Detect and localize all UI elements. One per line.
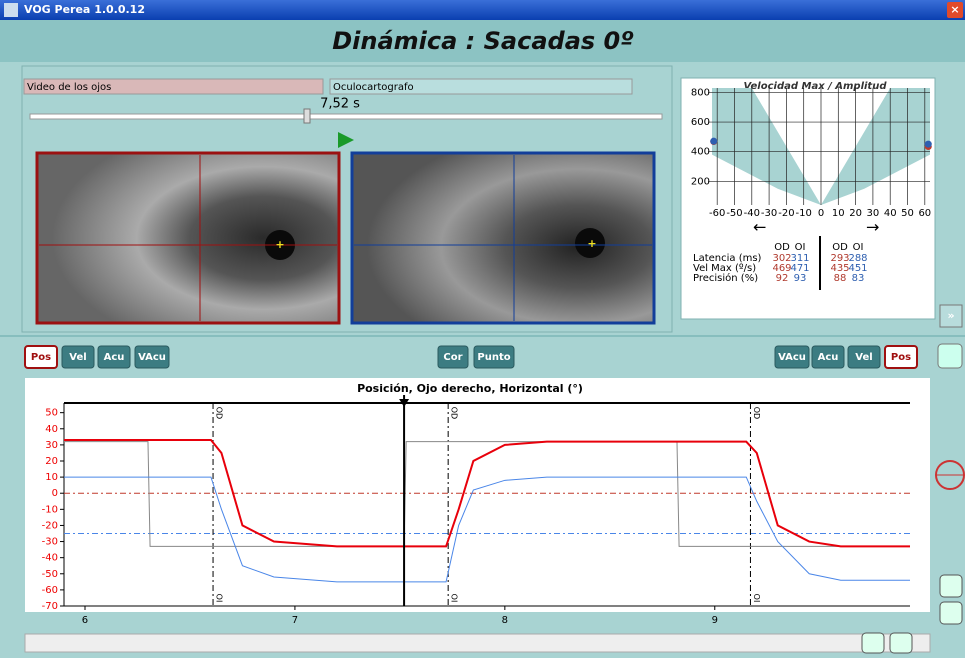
y-tick-label: 400 xyxy=(691,147,710,158)
x-tick-label: -30 xyxy=(761,208,777,219)
page: VOG Perea 1.0.0.12 × Dinámica : Sacadas … xyxy=(0,0,965,658)
y-tick-label: 600 xyxy=(691,117,710,128)
button-label: Vel xyxy=(69,352,86,363)
x-tick-label: -10 xyxy=(796,208,812,219)
x-tick-label: -50 xyxy=(726,208,742,219)
tab-label: Video de los ojos xyxy=(27,82,111,93)
gaze-marker: + xyxy=(587,237,596,250)
column-header: OI xyxy=(853,242,864,253)
event-label: OI xyxy=(215,594,224,603)
event-label: OD xyxy=(752,407,761,419)
y-tick-label: 200 xyxy=(691,176,710,187)
zoom-out-x[interactable] xyxy=(862,633,884,653)
tab-label: Oculocartografo xyxy=(333,82,414,93)
button-label: Punto xyxy=(477,352,510,363)
y-tick-label: -10 xyxy=(42,504,58,515)
button-label: Cor xyxy=(443,352,462,363)
x-tick-label: 30 xyxy=(867,208,880,219)
x-tick-label: 60 xyxy=(918,208,931,219)
x-tick-label: -40 xyxy=(744,208,760,219)
expand-icon: » xyxy=(947,309,954,322)
y-tick-label: 40 xyxy=(45,424,58,435)
event-label: OD xyxy=(215,407,224,419)
tool-button[interactable] xyxy=(938,344,962,368)
x-tick-label: 50 xyxy=(901,208,914,219)
chart-title: Posición, Ojo derecho, Horizontal (°) xyxy=(357,382,583,395)
cell: 93 xyxy=(794,273,807,284)
y-tick-label: -70 xyxy=(42,601,58,612)
arrow-left: ← xyxy=(753,218,766,237)
column-header: OI xyxy=(795,242,806,253)
arrow-right: → xyxy=(866,218,879,237)
x-tick-label: 7 xyxy=(292,615,298,626)
point xyxy=(925,141,932,148)
button-label: Pos xyxy=(31,352,51,363)
x-tick-label: 6 xyxy=(82,615,88,626)
app-icon xyxy=(4,3,18,17)
cell: 83 xyxy=(852,273,865,284)
y-tick-label: -30 xyxy=(42,537,58,548)
x-tick-label: 20 xyxy=(849,208,862,219)
plot-panel xyxy=(25,378,930,612)
cell: 88 xyxy=(834,273,847,284)
page-title: Dinámica : Sacadas 0º xyxy=(332,27,634,55)
close-icon: × xyxy=(950,3,959,16)
y-tick-label: 30 xyxy=(45,440,58,451)
row-label: Precisión (%) xyxy=(693,272,758,284)
y-tick-label: 800 xyxy=(691,87,710,98)
y-tick-label: 20 xyxy=(45,456,58,467)
right-eye-video xyxy=(37,153,339,323)
window-title: VOG Perea 1.0.0.12 xyxy=(24,3,145,16)
x-tick-label: 40 xyxy=(884,208,897,219)
button-label: Vel xyxy=(855,352,872,363)
event-label: OI xyxy=(752,594,761,603)
left-eye-video xyxy=(352,153,654,323)
zoom-in-y[interactable] xyxy=(940,575,962,597)
x-tick-label: 9 xyxy=(712,615,718,626)
x-tick-label: 0 xyxy=(818,208,824,219)
y-tick-label: 50 xyxy=(45,408,58,419)
x-tick-label: -60 xyxy=(709,208,725,219)
zoom-in-x[interactable] xyxy=(890,633,912,653)
x-tick-label: -20 xyxy=(778,208,794,219)
scrollbar[interactable] xyxy=(25,634,930,652)
event-label: OD xyxy=(450,407,459,419)
y-tick-label: -20 xyxy=(42,520,58,531)
button-label: VAcu xyxy=(778,352,806,363)
y-tick-label: 0 xyxy=(52,488,58,499)
y-tick-label: -60 xyxy=(42,585,58,596)
button-label: Acu xyxy=(104,352,125,363)
zoom-out-y[interactable] xyxy=(940,602,962,624)
velocity-title: Velocidad Max / Amplitud xyxy=(744,81,888,92)
y-tick-label: 10 xyxy=(45,472,58,483)
point xyxy=(710,138,717,145)
time-label: 7,52 s xyxy=(320,97,360,112)
column-header: OD xyxy=(832,242,848,253)
button-label: Acu xyxy=(818,352,839,363)
x-tick-label: 8 xyxy=(502,615,508,626)
gaze-marker: + xyxy=(275,238,284,251)
button-label: Pos xyxy=(891,352,911,363)
event-label: OI xyxy=(450,594,459,603)
y-tick-label: -40 xyxy=(42,553,58,564)
x-tick-label: 10 xyxy=(832,208,845,219)
column-header: OD xyxy=(774,242,790,253)
button-label: VAcu xyxy=(138,352,166,363)
cell: 92 xyxy=(776,273,789,284)
y-tick-label: -50 xyxy=(42,569,58,580)
time-slider[interactable] xyxy=(30,114,662,119)
window: VOG Perea 1.0.0.12 × Dinámica : Sacadas … xyxy=(0,0,965,658)
slider-thumb[interactable] xyxy=(304,109,310,123)
